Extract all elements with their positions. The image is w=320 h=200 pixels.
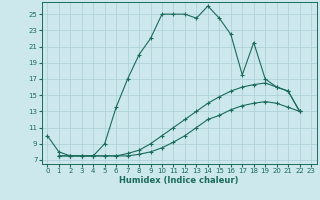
X-axis label: Humidex (Indice chaleur): Humidex (Indice chaleur): [119, 176, 239, 185]
